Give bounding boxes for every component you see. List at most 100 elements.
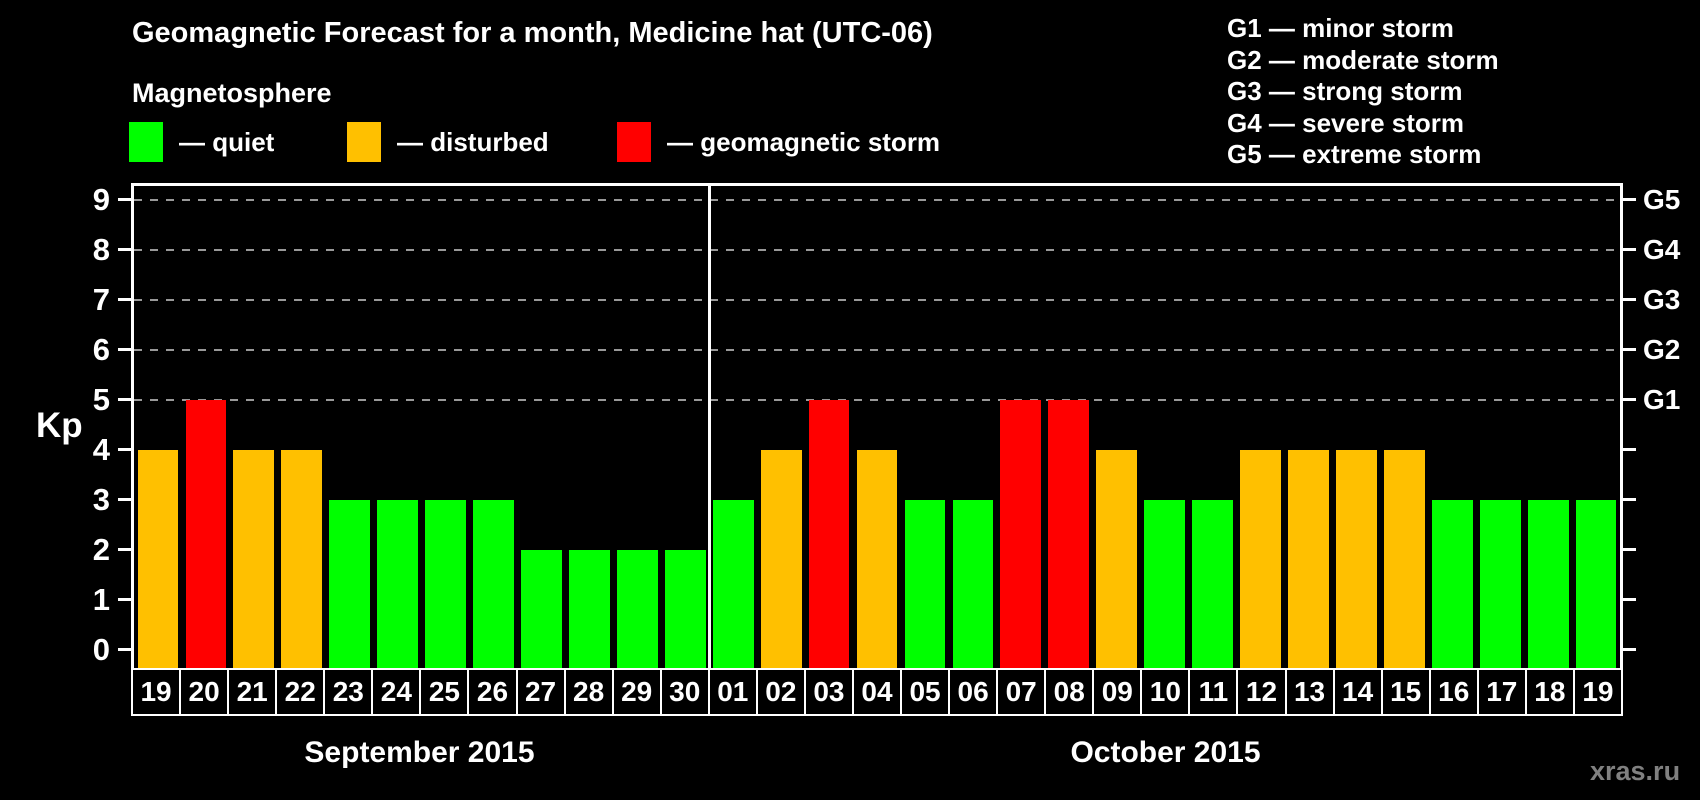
date-cell-10: 10 [1142, 670, 1191, 714]
bar-column-10 [1141, 186, 1189, 668]
bar-column-05 [901, 186, 949, 668]
y-tick-right-2 [1622, 548, 1636, 551]
bar-column-09 [1093, 186, 1141, 668]
bar-column-26 [470, 186, 518, 668]
kp-bar-19 [1575, 500, 1617, 668]
disturbed-swatch-icon [347, 122, 381, 162]
y-tick-right-3 [1622, 498, 1636, 501]
bars-container [134, 186, 1620, 668]
y-tick-right-6 [1622, 348, 1636, 351]
date-cell-16: 16 [1431, 670, 1479, 714]
kp-bar-03 [808, 400, 850, 668]
date-cell-09: 09 [1094, 670, 1143, 714]
y-axis-title: Kp [36, 406, 83, 445]
y-tick-right-1 [1622, 598, 1636, 601]
kp-bar-28 [569, 550, 610, 668]
y-axis-label-5: 5 [92, 382, 110, 417]
g-axis-label-g5: G5 [1643, 184, 1681, 215]
bar-column-14 [1332, 186, 1380, 668]
kp-bar-25 [425, 500, 466, 668]
kp-bar-26 [473, 500, 514, 668]
g-scale-legend-g5: G5 — extreme storm [1227, 139, 1482, 169]
magnetosphere-legend-heading: Magnetosphere [132, 78, 332, 108]
g-axis-label-g2: G2 [1643, 334, 1681, 365]
kp-bar-13 [1288, 450, 1329, 668]
bar-column-13 [1285, 186, 1333, 668]
g-scale-legend-g4: G4 — severe storm [1227, 107, 1465, 138]
date-cell-04: 04 [854, 670, 902, 714]
date-cell-19: 19 [1582, 676, 1614, 707]
legend-label-quiet: — quiet [179, 127, 275, 157]
kp-bar-16 [1431, 500, 1473, 668]
bar-column-20 [182, 186, 230, 668]
gridline-kp7 [134, 299, 1620, 301]
date-cell-25: 25 [421, 670, 470, 714]
date-cell-18: 18 [1527, 670, 1575, 714]
g-axis-label-g4: G4 [1643, 234, 1681, 265]
bar-column-03 [805, 186, 853, 668]
y-tick-right-4 [1622, 448, 1636, 451]
bar-column-21 [230, 186, 278, 668]
legend-item-quiet: — quiet [129, 122, 274, 162]
bar-column-30 [661, 186, 709, 668]
legend-item-disturbed: — disturbed [347, 122, 549, 162]
date-cell-17: 17 [1479, 670, 1527, 714]
y-tick-left-5 [118, 398, 132, 401]
chart-title: Geomagnetic Forecast for a month, Medici… [132, 17, 933, 49]
bar-column-01 [709, 186, 757, 668]
bar-column-07 [997, 186, 1045, 668]
gridline-kp5 [134, 399, 1620, 401]
date-cell-27: 27 [518, 670, 566, 714]
bar-column-04 [853, 186, 901, 668]
kp-bar-17 [1479, 500, 1521, 668]
date-axis-row: 19 20 21 22 23 24 25 26 27 28 29 30 01 02 03 04 05 06 07 08… [131, 668, 1623, 716]
gridline-kp9 [134, 199, 1620, 201]
kp-bar-04 [856, 450, 898, 668]
kp-bar-15 [1383, 450, 1425, 668]
y-axis-label-0: 0 [92, 632, 110, 667]
date-cell-19: 19 [133, 670, 182, 714]
date-cell-30: 30 [662, 670, 710, 714]
date-cell-05: 05 [902, 670, 951, 714]
y-axis-label-2: 2 [92, 532, 110, 567]
y-tick-left-8 [118, 248, 132, 251]
y-tick-left-4 [118, 448, 132, 451]
y-tick-left-6 [118, 348, 132, 351]
date-cell-08: 08 [1046, 670, 1095, 714]
kp-bar-20 [185, 400, 227, 668]
date-cell-22: 22 [277, 670, 326, 714]
legend-label-disturbed: — disturbed [397, 127, 549, 157]
y-axis-label-6: 6 [92, 332, 110, 367]
date-cell-29: 29 [614, 670, 662, 714]
month-divider-line [708, 186, 711, 668]
date-cell-21: 21 [229, 670, 278, 714]
kp-bar-30 [664, 550, 706, 668]
bar-column-22 [278, 186, 326, 668]
g-scale-legend-g1: G1 — minor storm [1227, 13, 1454, 43]
y-tick-left-7 [118, 298, 132, 301]
kp-bar-01 [712, 500, 754, 668]
date-cell-03: 03 [806, 670, 854, 714]
kp-bar-02 [760, 450, 802, 668]
bar-column-17 [1476, 186, 1524, 668]
g-scale-legend: G1 — minor storm G2 — moderate storm G3 … [1227, 13, 1499, 171]
watermark: xras.ru [1590, 756, 1681, 786]
date-cell-26: 26 [469, 670, 518, 714]
y-tick-left-1 [118, 598, 132, 601]
y-tick-right-9 [1622, 198, 1636, 201]
g-axis-label-g3: G3 [1643, 284, 1681, 315]
y-tick-left-2 [118, 548, 132, 551]
g-scale-legend-g2: G2 — moderate storm [1227, 44, 1499, 75]
bar-column-28 [565, 186, 613, 668]
y-axis-label-4: 4 [92, 432, 110, 467]
bar-column-15 [1380, 186, 1428, 668]
kp-bar-23 [329, 500, 371, 668]
date-cell-14: 14 [1335, 670, 1383, 714]
date-cell-01: 01 [710, 670, 758, 714]
date-cell-11: 11 [1190, 670, 1239, 714]
g-scale-legend-g3: G3 — strong storm [1227, 76, 1463, 106]
y-tick-left-0 [118, 648, 132, 651]
bar-column-18 [1524, 186, 1572, 668]
y-tick-left-9 [118, 198, 132, 201]
date-cell-07: 07 [998, 670, 1047, 714]
